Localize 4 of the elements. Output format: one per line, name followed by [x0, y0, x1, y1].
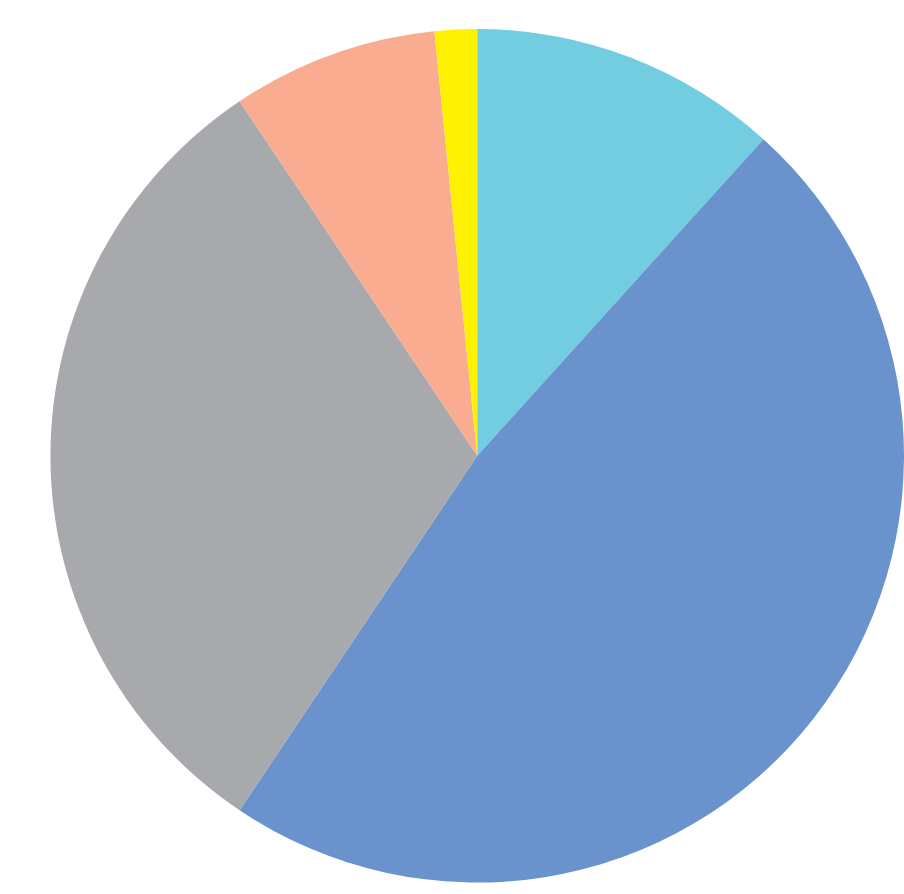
pie-slice [239, 31, 478, 456]
pie-slice [239, 139, 904, 883]
pie-slice [50, 101, 478, 811]
pie-slice [477, 28, 764, 456]
